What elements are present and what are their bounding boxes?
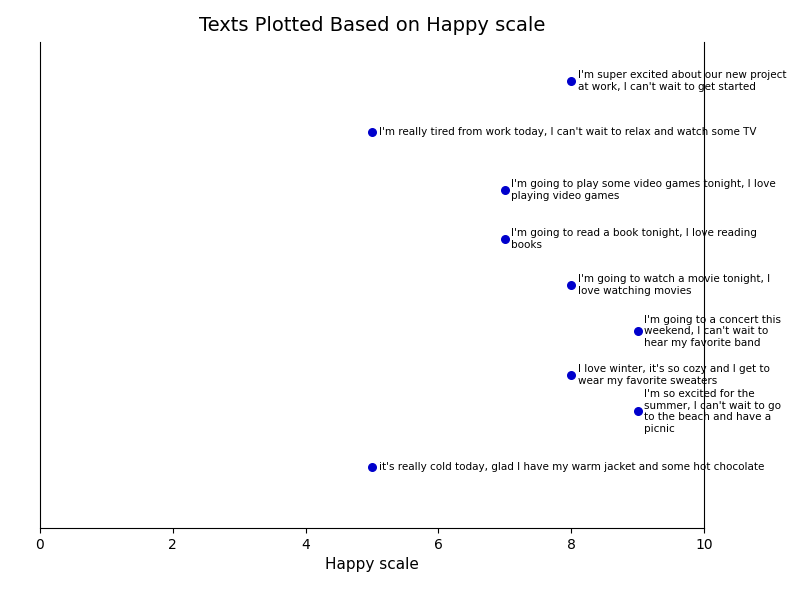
Point xyxy=(631,407,644,416)
Text: I'm really tired from work today, I can't wait to relax and watch some TV: I'm really tired from work today, I can'… xyxy=(378,127,756,137)
Point xyxy=(498,234,511,244)
Text: I'm super excited about our new project
at work, I can't wait to get started: I'm super excited about our new project … xyxy=(578,70,786,92)
Text: I'm going to read a book tonight, I love reading
books: I'm going to read a book tonight, I love… xyxy=(511,228,758,250)
Point xyxy=(366,127,378,137)
Text: I'm going to a concert this
weekend, I can't wait to
hear my favorite band: I'm going to a concert this weekend, I c… xyxy=(644,314,782,348)
Point xyxy=(565,370,578,380)
Text: I'm going to play some video games tonight, I love
playing video games: I'm going to play some video games tonig… xyxy=(511,179,776,201)
Point xyxy=(565,280,578,290)
Text: I love winter, it's so cozy and I get to
wear my favorite sweaters: I love winter, it's so cozy and I get to… xyxy=(578,364,770,386)
Point xyxy=(565,76,578,86)
Point xyxy=(631,326,644,336)
Point xyxy=(366,463,378,472)
Text: it's really cold today, glad I have my warm jacket and some hot chocolate: it's really cold today, glad I have my w… xyxy=(378,462,764,472)
Text: I'm so excited for the
summer, I can't wait to go
to the beach and have a
picnic: I'm so excited for the summer, I can't w… xyxy=(644,389,782,434)
X-axis label: Happy scale: Happy scale xyxy=(325,557,419,572)
Point xyxy=(498,185,511,195)
Text: I'm going to watch a movie tonight, I
love watching movies: I'm going to watch a movie tonight, I lo… xyxy=(578,274,770,296)
Title: Texts Plotted Based on Happy scale: Texts Plotted Based on Happy scale xyxy=(199,16,545,35)
